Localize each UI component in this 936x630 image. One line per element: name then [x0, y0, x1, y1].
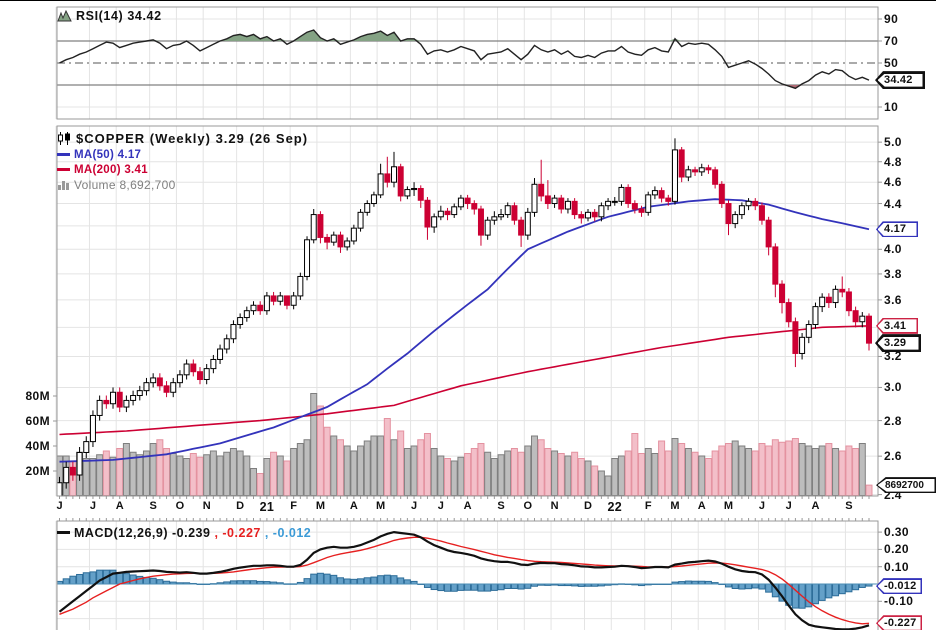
last-price-tag: 3.29 — [875, 334, 921, 353]
x-axis-month-label: J — [411, 500, 418, 512]
x-axis-month-label: J — [56, 500, 63, 512]
rsi-value-tag: 34.42 — [875, 71, 925, 90]
candles-group — [57, 138, 872, 496]
volume-icon — [58, 181, 69, 190]
x-axis-month-label: A — [811, 500, 820, 512]
volume-value-tag: 8692700 — [876, 477, 936, 494]
x-axis-month-label: N — [202, 500, 211, 512]
rsi-icon — [57, 9, 72, 21]
macd-panel-plot — [57, 530, 878, 630]
macd-scale-tick: -0.10 — [884, 594, 914, 609]
x-axis-month-label: F — [644, 500, 652, 512]
x-axis-year-label: 22 — [607, 500, 623, 514]
x-axis-month-label: J — [758, 500, 765, 512]
x-axis-month-label: J — [785, 500, 792, 512]
macd-legend: MACD(12,26,9) -0.239, -0.227, -0.012 — [57, 525, 311, 540]
x-axis-month-label: M — [723, 500, 734, 512]
x-axis-month-label: M — [315, 500, 325, 512]
macd-signal-value-tag: -0.227 — [876, 615, 922, 630]
rsi-scale-tick: 90 — [884, 12, 899, 26]
price-scale-tick: 5.0 — [884, 135, 902, 150]
x-axis-month-label: A — [463, 500, 472, 512]
macd-legend-label: MACD(12,26,9) -0.239 — [74, 525, 211, 540]
x-axis-month-label: F — [290, 500, 297, 512]
rsi-panel-plot — [57, 29, 878, 90]
x-axis-month-label: J — [89, 500, 96, 512]
price-legend: $COPPER (Weekly) 3.29 (26 Sep) MA(50) 4.… — [57, 130, 308, 192]
x-axis-month-label: S — [845, 500, 853, 512]
macd-signal-value-label: , -0.227 — [214, 525, 261, 540]
macd-swatch — [57, 531, 70, 534]
rsi-scale-tick: 10 — [884, 100, 899, 114]
macd-scale-tick: 0.30 — [884, 525, 909, 540]
price-scale-tick: 2.6 — [884, 449, 902, 464]
price-scale-tick: 4.8 — [884, 154, 902, 169]
macd-scale-tick: 0.20 — [884, 542, 909, 557]
x-axis-month-label: O — [175, 500, 185, 512]
macd-hist-value-tag: -0.012 — [876, 578, 922, 595]
x-axis-month-label: S — [497, 500, 505, 512]
price-scale-tick: 3.2 — [884, 349, 902, 364]
rsi-scale-tick: 50 — [884, 56, 899, 70]
x-axis-month-label: N — [550, 500, 559, 512]
volume-scale-tick: 40M — [25, 439, 50, 453]
ma200-swatch — [57, 168, 70, 171]
ma50-swatch — [57, 153, 70, 156]
candlestick-icon — [58, 132, 70, 145]
x-axis-month-label: A — [697, 500, 706, 512]
x-axis-month-label: M — [376, 500, 386, 512]
panel-borders — [53, 6, 882, 630]
price-scale-tick: 3.6 — [884, 292, 902, 307]
x-axis-month-label: S — [149, 500, 157, 512]
rsi-legend-label: RSI(14) 34.42 — [76, 8, 162, 23]
x-axis-month-label: J — [437, 500, 444, 512]
ma200-legend-label: MA(200) 3.41 — [74, 163, 148, 176]
volume-scale-tick: 60M — [25, 414, 50, 428]
ma50-legend-label: MA(50) 4.17 — [74, 148, 142, 161]
ma200-value-tag: 3.41 — [876, 317, 918, 334]
volume-scale-tick: 80M — [25, 389, 50, 403]
macd-scale-tick: 0.10 — [884, 559, 909, 574]
price-scale-tick: 4.0 — [884, 242, 902, 257]
volume-scale-tick: 20M — [25, 464, 50, 478]
price-scale-tick: 2.8 — [884, 413, 902, 428]
rsi-legend: RSI(14) 34.42 — [57, 8, 162, 23]
x-axis-month-label: A — [349, 500, 358, 512]
x-axis-month-label: A — [115, 500, 124, 512]
volume-legend-label: Volume 8,692,700 — [74, 177, 176, 192]
x-axis-year-label: 21 — [259, 500, 275, 514]
price-scale-tick: 3.0 — [884, 380, 902, 395]
x-axis-month-label: M — [670, 500, 680, 512]
price-scale-tick: 4.4 — [884, 196, 902, 211]
x-axis-month-label: O — [523, 500, 533, 512]
macd-hist-value-label: , -0.012 — [264, 525, 312, 540]
price-scale-tick: 4.6 — [884, 175, 902, 190]
price-scale-tick: 3.8 — [884, 266, 902, 281]
x-axis-month-label: D — [584, 500, 592, 512]
x-axis-month-label: D — [236, 500, 245, 512]
rsi-scale-tick: 70 — [884, 34, 899, 48]
ma50-value-tag: 4.17 — [876, 221, 918, 238]
symbol-title: $COPPER (Weekly) 3.29 (26 Sep) — [76, 131, 309, 146]
